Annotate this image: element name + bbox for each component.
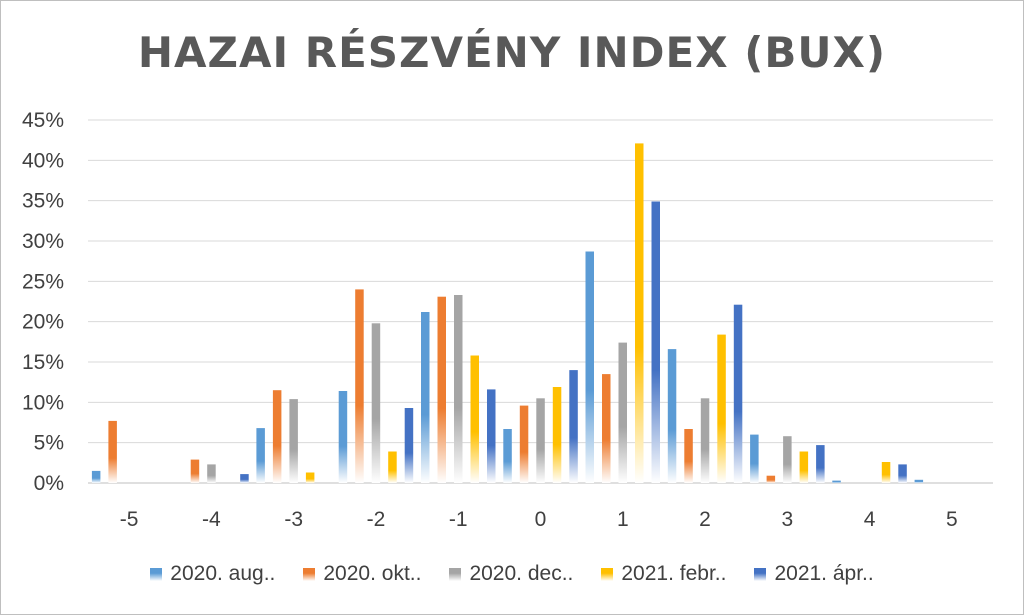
bars xyxy=(91,143,924,483)
bar xyxy=(585,251,594,483)
legend-label: 2021. ápr.. xyxy=(774,562,874,585)
legend-swatch xyxy=(754,567,767,581)
legend-swatch xyxy=(601,567,614,581)
bar xyxy=(289,399,298,483)
bar xyxy=(108,420,117,483)
y-tick-label: 40% xyxy=(22,149,64,172)
legend-swatch xyxy=(449,567,462,581)
x-tick-label: -2 xyxy=(367,508,386,531)
x-tick-label: -5 xyxy=(120,508,139,531)
bar xyxy=(305,472,315,483)
x-tick-label: 2 xyxy=(699,508,711,531)
legend: 2020. aug.. 2020. okt.. 2020. dec.. 2021. f… xyxy=(0,562,1024,586)
bar xyxy=(783,436,792,483)
bar xyxy=(602,374,611,483)
bar xyxy=(569,370,578,483)
y-axis-ticks: 0% 5% 10% 15% 20% 25% 30% 35% 40% 45% xyxy=(22,109,64,495)
bar xyxy=(635,143,644,483)
x-axis-ticks: -5 -4 -3 -2 -1 0 1 2 3 4 5 xyxy=(120,508,958,531)
bar xyxy=(421,312,430,483)
x-tick-label: 1 xyxy=(617,508,629,531)
bar xyxy=(91,470,101,483)
bar xyxy=(733,304,743,483)
bar xyxy=(667,349,677,483)
legend-label: 2020. aug.. xyxy=(170,562,276,585)
bar xyxy=(272,390,282,483)
legend-label: 2020. okt.. xyxy=(323,562,422,585)
bar xyxy=(750,434,759,483)
bar xyxy=(832,480,841,483)
bar xyxy=(207,464,216,483)
bar xyxy=(256,428,265,483)
legend-swatch xyxy=(303,567,316,581)
legend-label: 2020. dec.. xyxy=(469,562,574,585)
x-tick-label: -4 xyxy=(202,508,221,531)
bar xyxy=(487,389,496,483)
x-tick-label: -1 xyxy=(449,508,468,531)
bar xyxy=(881,462,891,483)
y-tick-label: 5% xyxy=(34,432,64,455)
bar xyxy=(437,296,446,483)
bar xyxy=(618,342,627,483)
bar xyxy=(700,398,710,483)
y-tick-label: 15% xyxy=(22,351,64,374)
legend-item: 2021. febr.. xyxy=(601,562,726,586)
legend-swatch xyxy=(150,567,163,581)
y-tick-label: 30% xyxy=(22,230,64,253)
legend-item: 2020. aug.. xyxy=(150,562,275,586)
x-tick-label: -3 xyxy=(284,508,303,531)
bar xyxy=(519,405,529,483)
y-tick-label: 20% xyxy=(22,311,64,334)
bar xyxy=(240,474,249,483)
bar xyxy=(355,289,364,483)
chart-title: HAZAI RÉSZVÉNY INDEX (BUX) xyxy=(137,28,887,77)
bar xyxy=(404,408,414,483)
bar xyxy=(190,459,200,483)
bar xyxy=(552,387,562,483)
bar xyxy=(766,475,776,483)
x-tick-label: 3 xyxy=(781,508,793,531)
bar xyxy=(651,201,660,483)
legend-item: 2021. ápr.. xyxy=(754,562,874,586)
bar xyxy=(536,398,545,483)
y-tick-label: 35% xyxy=(22,190,64,213)
bar xyxy=(717,334,726,483)
bar xyxy=(371,323,381,483)
x-tick-label: 4 xyxy=(864,508,876,531)
x-tick-label: 0 xyxy=(535,508,547,531)
bar xyxy=(388,451,397,483)
x-tick-label: 5 xyxy=(946,508,958,531)
legend-item: 2020. dec.. xyxy=(449,562,573,586)
bar xyxy=(470,355,479,483)
y-tick-label: 0% xyxy=(34,472,64,495)
legend-label: 2021. febr.. xyxy=(621,562,727,585)
bar xyxy=(799,451,809,483)
y-tick-label: 45% xyxy=(22,109,64,132)
y-tick-label: 25% xyxy=(22,270,64,293)
legend-item: 2020. okt.. xyxy=(303,562,421,586)
bar xyxy=(684,429,693,483)
bar xyxy=(338,391,348,483)
bar xyxy=(503,429,512,483)
bar xyxy=(914,479,924,483)
bar xyxy=(454,295,463,483)
bar xyxy=(898,464,907,483)
y-tick-label: 10% xyxy=(22,391,64,414)
bar xyxy=(816,445,825,483)
